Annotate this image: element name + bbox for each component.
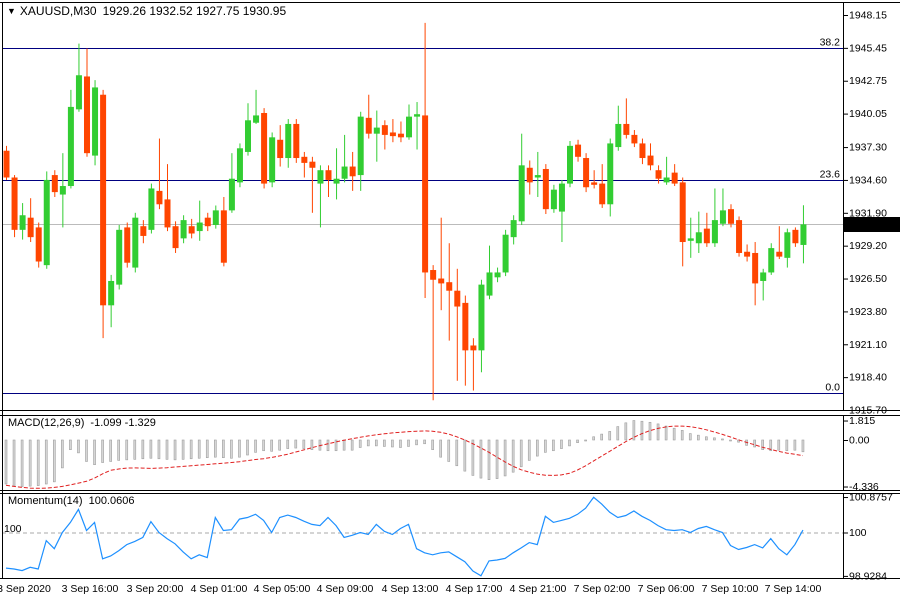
svg-text:3 Sep 20:00: 3 Sep 20:00 [127,583,184,595]
svg-text:1934.60: 1934.60 [849,174,887,186]
svg-text:4 Sep 01:00: 4 Sep 01:00 [191,583,248,595]
momentum-indicator-label: Momentum(14) 100.0606 [8,495,134,507]
chart-header: ▼ XAUUSD,M30 1929.26 1932.52 1927.75 1930.… [7,4,286,18]
svg-text:0.00: 0.00 [849,435,870,447]
svg-text:4 Sep 21:00: 4 Sep 21:00 [510,583,567,595]
svg-text:98.9284: 98.9284 [849,570,887,582]
svg-text:1942.75: 1942.75 [849,75,887,87]
svg-text:1937.30: 1937.30 [849,142,887,154]
momentum-level-label: 100 [4,523,22,535]
svg-text:1929.20: 1929.20 [849,240,887,252]
svg-text:3 Sep 2020: 3 Sep 2020 [0,583,51,595]
svg-text:1.815: 1.815 [849,415,875,427]
time-scale[interactable]: 3 Sep 2020 3 Sep 16:00 3 Sep 20:00 4 Sep 01… [0,583,821,595]
macd-scale[interactable]: 1.815 0.00 -4.336 [843,415,879,493]
momentum-line [5,496,804,577]
macd-indicator-label: MACD(12,26,9) -1.099 -1.329 [8,417,156,429]
macd-name: MACD(12,26,9) [8,417,85,429]
svg-text:7 Sep 10:00: 7 Sep 10:00 [702,583,759,595]
svg-text:1931.90: 1931.90 [849,207,887,219]
svg-text:1926.50: 1926.50 [849,273,887,285]
svg-text:4 Sep 13:00: 4 Sep 13:00 [382,583,439,595]
svg-text:7 Sep 14:00: 7 Sep 14:00 [765,583,822,595]
svg-text:3 Sep 16:00: 3 Sep 16:00 [62,583,119,595]
svg-text:7 Sep 06:00: 7 Sep 06:00 [638,583,695,595]
svg-text:1940.05: 1940.05 [849,108,887,120]
svg-text:4 Sep 09:00: 4 Sep 09:00 [317,583,374,595]
price-scale[interactable]: 1948.15 1945.45 1942.75 1940.05 1937.30 1934.… [843,10,900,417]
svg-text:4 Sep 05:00: 4 Sep 05:00 [254,583,311,595]
svg-text:0.0: 0.0 [825,382,840,394]
svg-text:1945.45: 1945.45 [849,42,887,54]
svg-text:1915.70: 1915.70 [849,405,887,417]
svg-text:1921.10: 1921.10 [849,339,887,351]
svg-text:-4.336: -4.336 [849,481,879,493]
svg-text:100.8757: 100.8757 [849,492,893,504]
svg-text:1918.40: 1918.40 [849,372,887,384]
svg-text:1948.15: 1948.15 [849,10,887,22]
svg-text:7 Sep 02:00: 7 Sep 02:00 [574,583,631,595]
symbol-timeframe-label: XAUUSD,M30 [19,4,97,18]
symbol-dropdown-icon[interactable]: ▼ [7,6,16,16]
macd-histogram [4,420,805,487]
pane-borders [0,2,900,579]
svg-text:1923.80: 1923.80 [849,306,887,318]
macd-values: -1.099 -1.329 [90,417,156,429]
candles-layer [3,22,807,401]
ohlc-values: 1929.26 1932.52 1927.75 1930.95 [102,4,287,18]
svg-text:38.2: 38.2 [820,37,841,49]
svg-text:100: 100 [849,527,867,539]
momentum-scale[interactable]: 100.8757 100 98.9284 [843,492,893,583]
svg-text:23.6: 23.6 [820,169,841,181]
svg-text:4 Sep 17:00: 4 Sep 17:00 [446,583,503,595]
momentum-value: 100.0606 [88,495,135,507]
current-price-badge: 1930.95 [849,220,887,232]
macd-signal-line [5,425,804,489]
momentum-name: Momentum(14) [8,495,83,507]
